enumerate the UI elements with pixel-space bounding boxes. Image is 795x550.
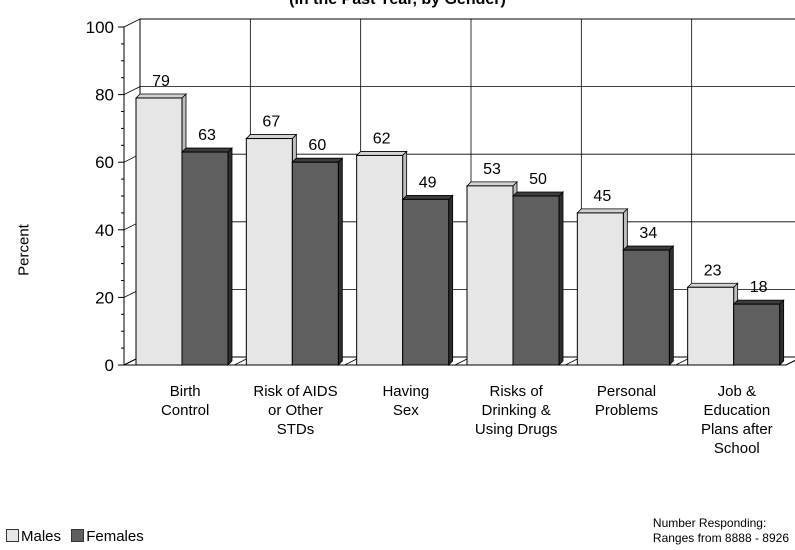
bar-top-males-risk-of-aids-or-other-stds (245, 134, 298, 139)
bar-side-females-risk-of-aids-or-other-stds (337, 157, 343, 366)
x-category-label-line: Having (382, 383, 430, 400)
x-category-label-birth-control: Birth Control (125, 382, 245, 420)
bar-top-females-having-sex (401, 194, 454, 200)
legend-swatch-females (71, 529, 85, 542)
bar-females-personal-problems (622, 249, 670, 366)
bar-side-females-job-education-plans-after-school (779, 299, 785, 366)
x-category-label-line: Sex (392, 402, 419, 419)
x-category-label-line: Birth (169, 383, 201, 400)
bar-side-females-birth-control (227, 147, 233, 366)
x-category-label-job-education-plans-after-school: Job & Education Plans after School (677, 382, 795, 458)
bar-side-females-having-sex (448, 194, 454, 366)
bar-top-males-having-sex (355, 151, 408, 156)
data-label-males-risk-of-aids-or-other-stds: 67 (262, 114, 280, 131)
data-label-males-birth-control: 79 (152, 73, 170, 90)
gridline-side-100 (123, 18, 141, 28)
y-tick-label: 0 (105, 356, 114, 375)
bar-females-birth-control (181, 151, 229, 366)
data-label-males-having-sex: 62 (373, 130, 391, 147)
bar-top-females-risks-of-drinking-using-drugs (512, 191, 564, 197)
bar-females-risk-of-aids-or-other-stds (291, 161, 339, 366)
x-category-label-line: Risks of (489, 383, 543, 400)
data-label-males-job-education-plans-after-school: 23 (704, 262, 722, 279)
x-category-label-line: Education (703, 402, 771, 419)
bar-males-personal-problems (576, 212, 624, 366)
y-tick-label: 80 (95, 86, 114, 105)
data-label-females-risks-of-drinking-using-drugs: 50 (529, 171, 547, 188)
bar-males-job-education-plans-after-school (687, 286, 735, 366)
legend-swatch-males (6, 529, 19, 542)
bar-males-risk-of-aids-or-other-stds (245, 138, 293, 366)
bar-top-males-personal-problems (576, 208, 629, 214)
bar-females-job-education-plans-after-school (733, 303, 781, 366)
y-tick-label: 20 (95, 288, 114, 307)
bar-top-females-job-education-plans-after-school (732, 299, 785, 305)
x-category-label-line: Plans after (700, 421, 773, 438)
note-line-1: Number Responding: (652, 516, 767, 530)
x-category-label-line: School (713, 440, 760, 457)
x-category-label-line: or Other (267, 402, 324, 419)
bar-top-females-risk-of-aids-or-other-stds (291, 157, 344, 163)
bar-side-females-personal-problems (668, 245, 674, 366)
bar-females-having-sex (402, 198, 450, 366)
bar-females-risks-of-drinking-using-drugs (512, 195, 560, 366)
floor-divider-6 (785, 360, 795, 366)
data-label-females-birth-control: 63 (198, 127, 216, 144)
bar-side-females-risks-of-drinking-using-drugs (558, 191, 564, 366)
respondents-note: Number Responding: Ranges from 8888 - 89… (653, 516, 789, 546)
bar-males-risks-of-drinking-using-drugs (466, 185, 514, 366)
bar-males-having-sex (356, 154, 404, 366)
legend-item-males: Males (6, 528, 61, 545)
chart-title: (In the Past Year, by Gender) (0, 0, 795, 9)
legend: Males Females (6, 528, 150, 545)
x-category-label-line: Control (160, 402, 210, 419)
x-category-label-line: Personal (596, 383, 657, 400)
x-category-label-line: Job & (717, 383, 756, 400)
x-category-label-line: Drinking & (481, 402, 551, 419)
bar-top-males-birth-control (135, 93, 187, 99)
data-label-females-having-sex: 49 (419, 174, 437, 191)
x-category-label-having-sex: Having Sex (346, 382, 466, 420)
bar-males-birth-control (135, 97, 183, 366)
x-category-label-line: Risk of AIDS (253, 383, 338, 400)
data-label-females-personal-problems: 34 (639, 225, 657, 242)
bar-top-males-job-education-plans-after-school (686, 282, 739, 288)
x-category-label-line: STDs (276, 421, 315, 438)
x-category-label-line: Using Drugs (474, 421, 558, 438)
bar-top-males-risks-of-drinking-using-drugs (466, 181, 518, 187)
data-label-females-risk-of-aids-or-other-stds: 60 (308, 137, 326, 154)
bar-top-females-personal-problems (622, 245, 675, 251)
data-label-males-risks-of-drinking-using-drugs: 53 (483, 161, 501, 178)
y-tick-label: 60 (95, 153, 114, 172)
bar-top-females-birth-control (181, 147, 233, 153)
x-category-label-personal-problems: Personal Problems (567, 382, 687, 420)
legend-item-females: Females (71, 528, 144, 545)
gridline-side-80 (123, 86, 141, 95)
y-tick-label: 40 (95, 221, 114, 240)
x-category-label-risk-of-aids-or-other-stds: Risk of AIDS or Other STDs (236, 382, 356, 439)
x-category-label-risks-of-drinking-using-drugs: Risks of Drinking & Using Drugs (456, 382, 576, 439)
x-category-label-line: Problems (594, 402, 659, 419)
data-label-females-job-education-plans-after-school: 18 (750, 279, 768, 296)
note-line-2: Ranges from 8888 - 8926 (652, 531, 789, 545)
data-label-males-personal-problems: 45 (593, 188, 611, 205)
y-tick-label: 100 (86, 18, 114, 37)
